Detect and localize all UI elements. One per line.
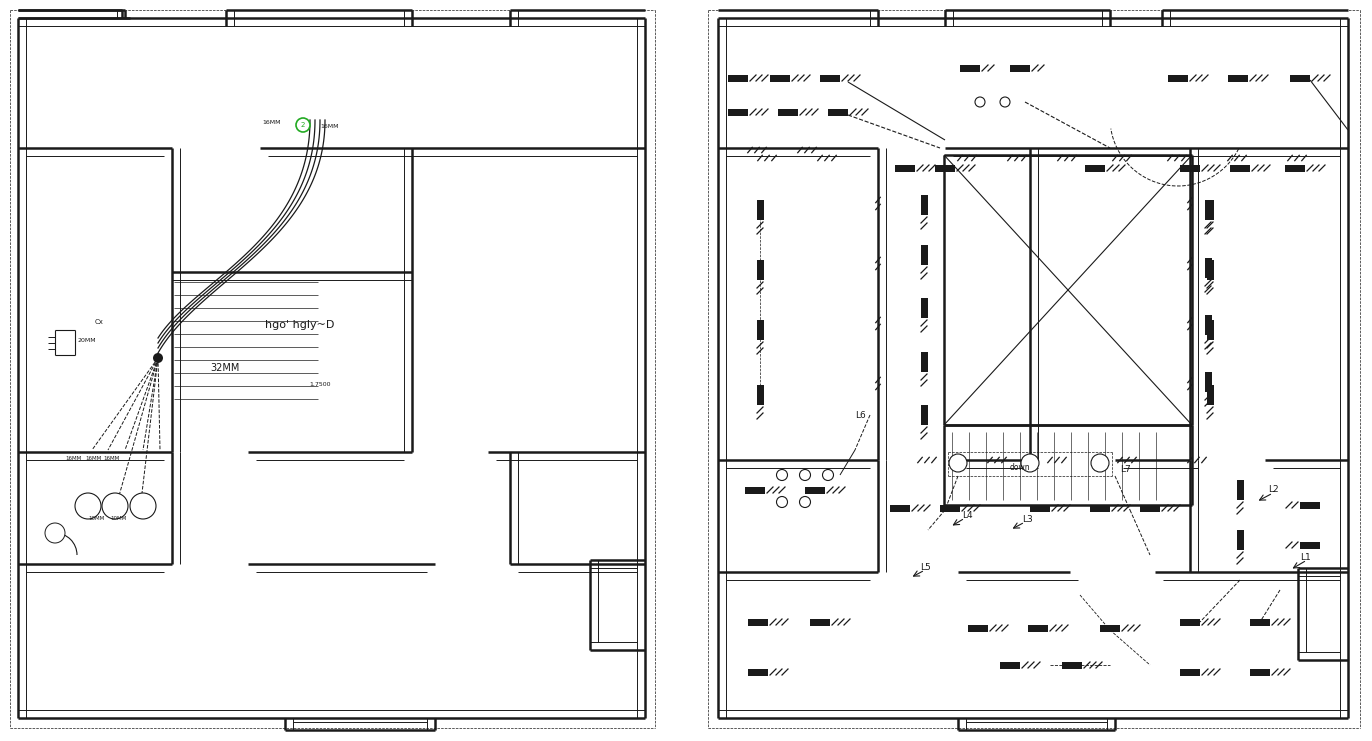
Circle shape: [45, 523, 64, 543]
Circle shape: [102, 493, 128, 519]
Bar: [1028, 625, 1048, 631]
Bar: [1228, 75, 1249, 82]
Bar: [1180, 668, 1200, 676]
Bar: [756, 200, 763, 220]
Text: 16MM: 16MM: [262, 121, 280, 125]
Bar: [1301, 502, 1320, 508]
Bar: [1286, 165, 1305, 171]
Text: 10MM: 10MM: [110, 516, 126, 520]
Bar: [1089, 505, 1110, 511]
Bar: [1062, 662, 1083, 668]
Text: 32MM: 32MM: [210, 363, 239, 373]
Bar: [890, 505, 910, 511]
Text: L2: L2: [1268, 485, 1279, 494]
Bar: [1140, 505, 1159, 511]
Text: 20MM: 20MM: [78, 337, 96, 342]
Circle shape: [949, 454, 967, 472]
Bar: [1010, 64, 1030, 71]
Bar: [1206, 320, 1213, 340]
Text: L4: L4: [962, 511, 973, 519]
Bar: [820, 75, 840, 82]
Text: 16MM: 16MM: [320, 124, 339, 128]
Bar: [1205, 258, 1211, 278]
Text: 2: 2: [300, 122, 305, 128]
Bar: [969, 625, 988, 631]
Bar: [1100, 625, 1120, 631]
Bar: [1301, 542, 1320, 548]
Text: L5: L5: [921, 563, 930, 573]
Bar: [921, 352, 927, 372]
Text: 16MM: 16MM: [64, 456, 81, 460]
Bar: [1205, 372, 1211, 392]
Text: 16MM: 16MM: [85, 456, 102, 460]
Bar: [729, 75, 748, 82]
Text: 10MM: 10MM: [88, 516, 104, 520]
Bar: [1180, 619, 1200, 625]
Bar: [827, 108, 848, 116]
Text: 1.7500: 1.7500: [309, 382, 331, 388]
Bar: [1236, 530, 1243, 550]
Circle shape: [130, 493, 156, 519]
Bar: [748, 668, 768, 676]
Circle shape: [75, 493, 102, 519]
Bar: [748, 619, 768, 625]
Bar: [921, 298, 927, 318]
Text: L1: L1: [1301, 554, 1310, 562]
Circle shape: [800, 470, 811, 480]
Bar: [960, 64, 980, 71]
Text: Cx: Cx: [95, 319, 104, 325]
Text: L3: L3: [1022, 516, 1033, 525]
Bar: [1168, 75, 1188, 82]
Bar: [1250, 619, 1270, 625]
Text: 16MM: 16MM: [103, 456, 119, 460]
Bar: [921, 405, 927, 425]
Bar: [778, 108, 799, 116]
Bar: [921, 195, 927, 215]
Text: down: down: [1010, 464, 1030, 473]
Text: L7: L7: [1120, 465, 1131, 474]
Bar: [805, 487, 825, 494]
Circle shape: [1091, 454, 1109, 472]
Bar: [756, 385, 763, 405]
Circle shape: [1000, 97, 1010, 107]
Bar: [809, 619, 830, 625]
Bar: [770, 75, 790, 82]
Bar: [1205, 200, 1211, 220]
Bar: [1231, 165, 1250, 171]
Bar: [745, 487, 766, 494]
Circle shape: [777, 496, 788, 508]
Bar: [1206, 260, 1213, 280]
Circle shape: [296, 118, 310, 132]
Bar: [1180, 165, 1200, 171]
Text: hgo' hgly~D: hgo' hgly~D: [265, 320, 335, 330]
Bar: [1290, 75, 1310, 82]
Circle shape: [777, 470, 788, 480]
Bar: [895, 165, 915, 171]
Bar: [1250, 668, 1270, 676]
Bar: [756, 260, 763, 280]
Bar: [729, 108, 748, 116]
Circle shape: [822, 470, 834, 480]
Bar: [921, 245, 927, 265]
Bar: [934, 165, 955, 171]
Bar: [1000, 662, 1019, 668]
Text: L6: L6: [855, 411, 866, 419]
Bar: [756, 320, 763, 340]
Bar: [1205, 315, 1211, 335]
Bar: [1085, 165, 1104, 171]
Circle shape: [1021, 454, 1039, 472]
Bar: [940, 505, 960, 511]
Circle shape: [154, 353, 163, 363]
Bar: [1030, 505, 1050, 511]
Circle shape: [800, 496, 811, 508]
Bar: [1206, 200, 1213, 220]
Bar: [1206, 385, 1213, 405]
Circle shape: [975, 97, 985, 107]
Bar: [1236, 480, 1243, 500]
